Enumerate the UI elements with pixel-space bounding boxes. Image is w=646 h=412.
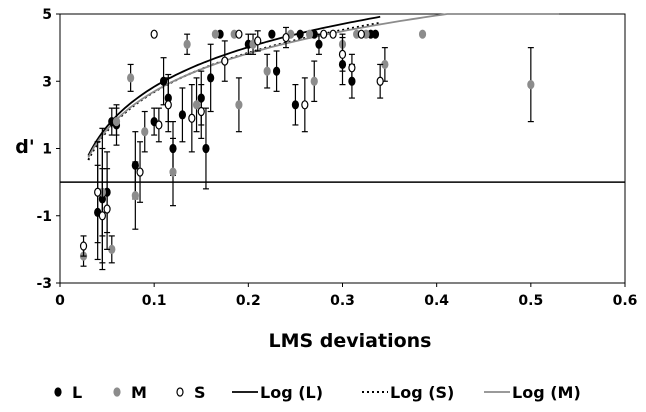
data-point	[254, 36, 262, 46]
x-tick-label: 0.6	[613, 293, 638, 309]
legend-label: Log (M)	[512, 383, 581, 402]
data-point	[178, 110, 187, 120]
chart-legend: L M S Log (L) Log (S) Log (M)	[54, 383, 581, 402]
data-point	[188, 113, 196, 123]
data-point	[376, 76, 384, 86]
legend-label: S	[194, 383, 206, 402]
y-axis-title: d'	[15, 136, 34, 158]
legend-label: M	[131, 383, 147, 402]
data-point	[103, 204, 111, 214]
data-point	[235, 100, 243, 110]
data-points	[79, 26, 535, 271]
data-point	[159, 76, 168, 86]
data-point	[263, 66, 271, 76]
y-tick-label: 5	[42, 7, 52, 23]
data-point	[141, 127, 149, 137]
data-point	[329, 29, 337, 39]
data-point	[371, 29, 380, 39]
data-point	[112, 116, 121, 127]
data-point	[164, 100, 172, 110]
data-point	[527, 80, 535, 90]
data-point	[320, 29, 328, 39]
data-point	[418, 29, 427, 39]
data-point	[296, 29, 304, 39]
x-axis-ticks: 0 0.1 0.2 0.3 0.4 0.5 0.6	[55, 283, 637, 309]
legend-label: Log (L)	[260, 383, 323, 402]
data-point	[282, 32, 290, 43]
data-point	[348, 63, 356, 73]
data-point	[131, 190, 139, 201]
data-point	[192, 100, 201, 110]
data-point	[183, 39, 191, 49]
x-tick-label: 0	[55, 293, 65, 309]
data-point	[197, 106, 205, 117]
data-point	[272, 66, 281, 76]
x-tick-label: 0.4	[424, 293, 449, 309]
data-point	[98, 211, 106, 221]
data-point	[310, 76, 318, 86]
data-point	[127, 73, 135, 83]
data-point	[338, 49, 347, 59]
data-point	[315, 39, 323, 49]
x-tick-label: 0.5	[518, 293, 543, 309]
data-point	[150, 29, 158, 39]
data-point	[169, 167, 177, 177]
data-point	[268, 29, 276, 39]
legend-label: L	[72, 383, 82, 402]
data-point	[235, 29, 243, 39]
y-tick-label: 1	[42, 142, 52, 158]
data-point	[79, 241, 88, 251]
data-point	[357, 29, 365, 39]
x-axis-title: LMS deviations	[268, 330, 431, 352]
data-point	[202, 143, 210, 154]
legend-label: Log (S)	[390, 383, 454, 402]
data-point	[221, 56, 229, 66]
legend-marker	[176, 387, 184, 397]
x-tick-label: 0.2	[236, 293, 261, 309]
y-tick-label: -3	[36, 276, 52, 292]
data-point	[291, 100, 300, 110]
y-axis-ticks: -3 -1 1 3 5	[36, 7, 60, 292]
data-point	[211, 29, 219, 39]
legend-marker	[54, 387, 62, 397]
x-tick-label: 0.1	[142, 293, 167, 309]
data-point	[305, 29, 314, 39]
data-point	[94, 187, 102, 197]
y-tick-label: 3	[42, 74, 52, 90]
data-point	[207, 73, 215, 83]
y-tick-label: -1	[36, 209, 52, 225]
data-point	[301, 100, 309, 110]
x-tick-label: 0.3	[330, 293, 355, 309]
legend-marker	[113, 387, 121, 397]
data-point	[136, 167, 144, 177]
trendline	[87, 15, 381, 157]
data-point	[155, 120, 163, 130]
